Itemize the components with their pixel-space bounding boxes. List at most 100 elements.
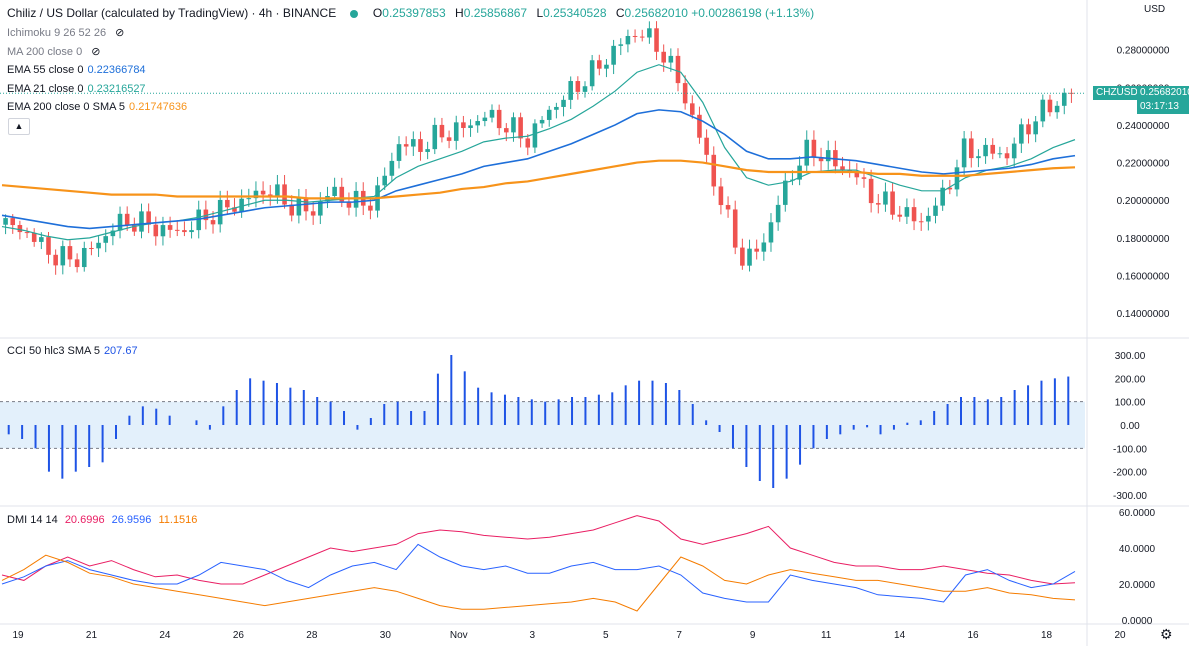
candle-body — [525, 138, 531, 148]
candle-body — [704, 137, 709, 155]
candle-body — [954, 167, 960, 190]
candle-body — [918, 221, 924, 223]
candle-body — [804, 139, 810, 166]
candle-body — [632, 35, 638, 37]
cci-tick-label: 300.00 — [1115, 351, 1146, 362]
chart-title-row: Chiliz / US Dollar (calculated by Tradin… — [7, 6, 815, 20]
open-value: 0.25397853 — [382, 6, 446, 20]
candle-body — [840, 166, 845, 171]
candle-body — [990, 144, 996, 154]
candle-body — [31, 232, 37, 242]
ema-line-2 — [1, 159, 1076, 200]
candle-body — [761, 242, 767, 252]
candle-body — [81, 247, 87, 268]
time-tick-label: 18 — [1041, 630, 1053, 641]
candle-body — [546, 109, 552, 120]
price-tick-label: 0.28000000 — [1117, 46, 1170, 57]
candle-body — [17, 225, 23, 233]
candle-body — [1033, 121, 1038, 135]
candle-body — [117, 213, 123, 231]
legend-ma200[interactable]: MA 200 close 0 ⊘ — [7, 46, 101, 58]
candle-body — [174, 229, 180, 231]
candle-body — [74, 259, 80, 268]
candle-body — [589, 60, 595, 87]
candle-body — [618, 44, 624, 46]
candle-body — [60, 246, 66, 266]
candle-body — [389, 160, 395, 176]
candle-body — [682, 83, 688, 104]
dmi-tick-label: 60.0000 — [1119, 508, 1156, 519]
candle-body — [718, 186, 724, 206]
candle-body — [403, 144, 409, 147]
candle-body — [1061, 92, 1067, 106]
legend-ichimoku[interactable]: Ichimoku 9 26 52 26 ⊘ — [7, 27, 125, 39]
candle-body — [675, 55, 681, 84]
candle-body — [532, 123, 538, 148]
dmi-line-0 — [1, 515, 1076, 585]
cci-band — [0, 401, 1085, 449]
candle-body — [725, 205, 731, 210]
candle-body — [818, 157, 824, 162]
legend-ema21[interactable]: EMA 21 close 0 0.23216527 — [7, 83, 146, 95]
candle-body — [260, 190, 266, 195]
candle-body — [132, 225, 137, 232]
candle-body — [1040, 99, 1046, 122]
time-tick-label: 24 — [159, 630, 171, 641]
time-tick-label: 28 — [306, 630, 318, 641]
chevron-up-icon[interactable]: ▲ — [8, 118, 30, 135]
candle-body — [783, 180, 788, 205]
currency-label[interactable]: USD — [1144, 4, 1166, 15]
price-tick-label: 0.22000000 — [1117, 159, 1170, 170]
candle-body — [654, 28, 659, 52]
legend-cci[interactable]: CCI 50 hlc3 SMA 5 207.67 — [7, 345, 138, 357]
dmi-line-2 — [1, 554, 1076, 612]
legend-dmi[interactable]: DMI 14 14 20.6996 26.9596 11.1516 — [7, 514, 198, 526]
candle-body — [346, 201, 352, 208]
candle-body — [139, 211, 144, 232]
time-tick-label: 9 — [750, 630, 756, 641]
candle-body — [146, 211, 151, 225]
candle-body — [103, 236, 109, 243]
low-value: 0.25340528 — [543, 6, 607, 20]
candle-body — [496, 109, 502, 129]
chart-title: Chiliz / US Dollar (calculated by Tradin… — [7, 6, 337, 20]
candle-body — [489, 109, 495, 118]
candle-body — [868, 178, 874, 204]
eye-crossed-icon[interactable]: ⊘ — [91, 46, 101, 58]
candle-body — [740, 247, 745, 266]
time-tick-label: 3 — [529, 630, 535, 641]
candle-body — [1004, 153, 1010, 159]
cci-tick-label: -300.00 — [1113, 491, 1147, 502]
eye-crossed-icon[interactable]: ⊘ — [115, 27, 125, 39]
candle-body — [225, 199, 230, 208]
candle-body — [625, 35, 631, 45]
price-tick-label: 0.14000000 — [1117, 309, 1170, 320]
candle-body — [53, 254, 58, 266]
candle-body — [468, 125, 473, 128]
candle-body — [597, 60, 602, 69]
price-tick-label: 0.18000000 — [1117, 234, 1170, 245]
candle-body — [582, 86, 588, 92]
candle-body — [976, 156, 981, 159]
candle-body — [46, 237, 51, 255]
candle-body — [425, 149, 430, 152]
legend-ema200[interactable]: EMA 200 close 0 SMA 5 0.21747636 — [7, 101, 188, 113]
legend-ema55[interactable]: EMA 55 close 0 0.22366784 — [7, 64, 146, 76]
candle-body — [811, 139, 817, 158]
candle-body — [668, 55, 674, 63]
candle-body — [711, 154, 717, 187]
candle-body — [968, 138, 974, 159]
dmi-line-1 — [1, 543, 1076, 603]
candle-body — [661, 51, 666, 63]
candle-body — [554, 106, 559, 110]
candle-body — [1047, 99, 1053, 113]
ema-line-1 — [1, 109, 1076, 230]
gear-icon[interactable]: ⚙ — [1160, 626, 1173, 642]
candle-body — [697, 114, 702, 138]
candle-body — [983, 144, 988, 157]
time-tick-label: 19 — [12, 630, 24, 641]
candle-body — [275, 184, 280, 198]
candle-body — [475, 121, 480, 126]
candle-body — [504, 128, 509, 133]
